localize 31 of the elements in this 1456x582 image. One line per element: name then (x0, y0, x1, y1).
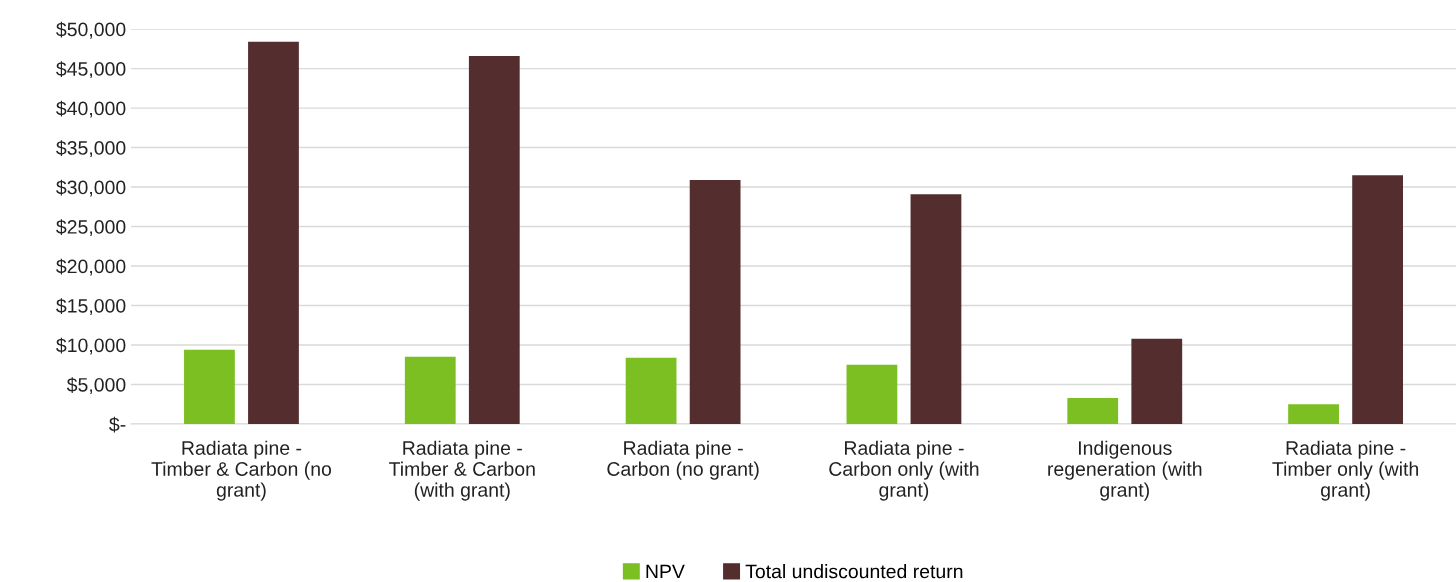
bar (625, 357, 677, 424)
y-tick-label: $- (109, 416, 126, 433)
y-tick-label: $45,000 (56, 61, 126, 79)
bar (689, 179, 741, 424)
bar (910, 194, 962, 424)
y-tick-label: $35,000 (56, 140, 126, 158)
y-tick-label: $15,000 (56, 298, 126, 316)
legend-label: NPV (646, 564, 685, 579)
bar (1067, 397, 1119, 424)
x-tick-label: Radiata pine - Carbon only (with grant) (829, 440, 979, 501)
bar (1288, 404, 1339, 424)
bar (404, 356, 456, 424)
x-tick-label: Radiata pine - Timber & Carbon (no grant) (151, 440, 332, 501)
bar (1131, 338, 1183, 424)
bar (1352, 175, 1403, 424)
y-tick-label: $50,000 (56, 21, 126, 39)
y-tick-label: $25,000 (56, 219, 126, 237)
y-tick-label: $40,000 (56, 100, 126, 118)
bar (468, 55, 520, 424)
bar (248, 41, 299, 424)
x-tick-label: Radiata pine - Timber & Carbon (with grant) (389, 440, 535, 501)
y-tick-label: $30,000 (56, 179, 126, 197)
x-tick-label: Indigenous regeneration (with grant) (1048, 440, 1202, 501)
y-tick-label: $10,000 (56, 337, 126, 355)
y-tick-label: $5,000 (66, 377, 126, 395)
x-tick-label: Radiata pine - Timber only (with grant) (1272, 440, 1418, 501)
bar (184, 349, 235, 424)
legend-label: Total undiscounted return (745, 564, 963, 579)
bar (846, 364, 898, 424)
y-tick-label: $20,000 (56, 258, 126, 276)
x-tick-label: Radiata pine - Carbon (no grant) (607, 440, 759, 480)
